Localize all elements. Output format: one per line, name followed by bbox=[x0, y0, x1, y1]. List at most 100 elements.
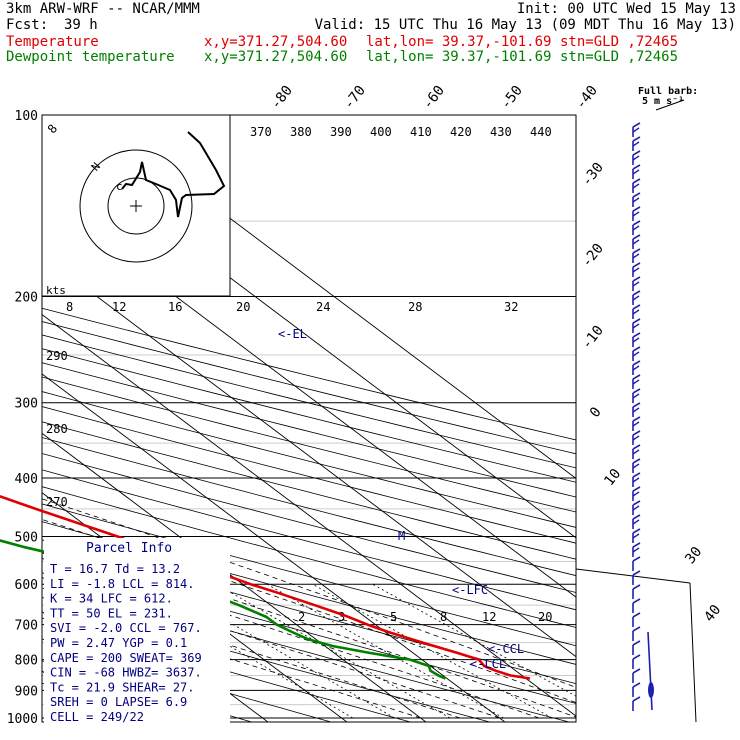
wind-legend-value: 5 m s⁻¹ bbox=[642, 96, 684, 107]
wind-barb-flag bbox=[632, 528, 641, 534]
dewpoint-profile bbox=[0, 539, 447, 680]
dry-adiabat bbox=[42, 321, 576, 455]
wind-barb-flag bbox=[632, 374, 641, 380]
dewpoint-latlon: lat,lon= 39.37,-101.69 bbox=[366, 49, 552, 65]
wind-barb-flag bbox=[632, 323, 640, 329]
wind-barb-flag bbox=[632, 136, 641, 142]
dewpoint-station: stn=GLD ,72465 bbox=[560, 49, 679, 65]
parcel-info-row: SREH = 0 LAPSE= 6.9 bbox=[50, 695, 187, 709]
hodograph-mark: c bbox=[116, 180, 123, 193]
wind-barb-flag bbox=[632, 682, 641, 688]
theta-label: 430 bbox=[490, 125, 512, 139]
isotherm-label: -10 bbox=[579, 323, 607, 353]
mixing-ratio-label: 5 bbox=[390, 610, 397, 624]
hodograph-ring bbox=[79, 149, 193, 263]
wind-barb-flag bbox=[632, 150, 641, 156]
wind-barb-flag bbox=[632, 309, 640, 315]
wind-frame-line bbox=[689, 582, 697, 723]
forecast-label: Fcst: bbox=[6, 17, 49, 33]
parcel-info-row: CAPE = 200 SWEAT= 369 bbox=[50, 651, 202, 665]
wind-barb-flag bbox=[632, 220, 641, 226]
wind-barb-flag bbox=[632, 318, 641, 324]
parcel-marker: M bbox=[398, 529, 405, 543]
mixing-ratio-label: 2 bbox=[298, 610, 305, 624]
wind-barb-flag bbox=[632, 337, 640, 343]
parcel-marker: <-EL bbox=[278, 327, 307, 341]
parcel-info-row: PW = 2.47 YGP = 0.1 bbox=[50, 636, 187, 650]
parcel-info-row: CIN = -68 HWBZ= 3637. bbox=[50, 666, 202, 680]
isotherm-label: 30 bbox=[682, 544, 705, 567]
parcel-marker: <-CCL bbox=[488, 642, 524, 656]
parcel-info-row: TT = 50 EL = 231. bbox=[50, 606, 173, 620]
parcel-info-box: Parcel Info T = 16.7 Td = 13.2LI = -1.8 L… bbox=[44, 538, 230, 728]
isotherm-label: -80 bbox=[268, 83, 296, 113]
theta-label: 400 bbox=[370, 125, 392, 139]
wind-barb-flag bbox=[632, 360, 641, 366]
wind-barb-flag bbox=[632, 612, 641, 618]
parcel-info-title: Parcel Info bbox=[86, 541, 172, 556]
wind-barb-flag bbox=[632, 304, 641, 310]
wind-barb-flag bbox=[632, 491, 640, 497]
wind-barb-flag bbox=[632, 598, 641, 604]
wind-barb-flag bbox=[632, 183, 640, 189]
dry-adiabat bbox=[42, 348, 576, 483]
wind-barb-flag bbox=[632, 430, 641, 436]
pressure-tick-label: 900 bbox=[15, 684, 38, 699]
hodograph-unit: kts bbox=[46, 284, 66, 297]
wind-barb-flag bbox=[632, 276, 641, 282]
mixing-ratio-line bbox=[216, 583, 451, 719]
wind-barb-flag bbox=[632, 267, 640, 273]
wind-barb-flag bbox=[632, 416, 641, 422]
plot-frame bbox=[41, 114, 577, 723]
theta-label: 410 bbox=[410, 125, 432, 139]
wind-barb-flag bbox=[632, 346, 641, 352]
dry-adiabat bbox=[42, 362, 576, 498]
mixing-ratio-line bbox=[266, 583, 504, 719]
wind-barb-flag bbox=[632, 155, 640, 161]
parcel-info-row: Tc = 21.9 SHEAR= 27. bbox=[50, 680, 195, 694]
hodograph-ring-label: 20 bbox=[236, 300, 250, 314]
temperature-profile bbox=[0, 495, 531, 680]
hodograph-inset bbox=[41, 114, 231, 297]
hodograph-ring-label: 24 bbox=[316, 300, 330, 314]
wind-barb-staff bbox=[647, 631, 653, 711]
parcel-info-row: LI = -1.8 LCL = 814. bbox=[50, 577, 195, 591]
moist-adiabat bbox=[42, 498, 576, 688]
theta-label: 380 bbox=[290, 125, 312, 139]
wind-barb-flag bbox=[632, 407, 640, 413]
pressure-tick-label: 200 bbox=[15, 291, 38, 306]
model-title: 3km ARW-WRF -- NCAR/MMM bbox=[6, 1, 200, 17]
wind-barb-flag bbox=[632, 365, 640, 371]
pressure-tick-label: 700 bbox=[15, 619, 38, 634]
wind-barb-flag bbox=[632, 393, 640, 399]
wind-barb-flag bbox=[632, 542, 641, 548]
moist-adiabat bbox=[42, 519, 576, 704]
parcel-info-row: T = 16.7 Td = 13.2 bbox=[50, 562, 180, 576]
isotherm bbox=[42, 313, 576, 717]
isotherm-label: -50 bbox=[498, 83, 526, 113]
temperature-xy: x,y=371.27,504.60 bbox=[204, 34, 348, 50]
wind-barb-flag bbox=[632, 239, 640, 245]
pressure-tick-label: 400 bbox=[15, 472, 38, 487]
pressure-tick-label: 1000 bbox=[7, 712, 38, 727]
dewpoint-legend: Dewpoint temperature bbox=[6, 49, 175, 65]
parcel-info-row: SVI = -2.0 CCL = 767. bbox=[50, 621, 202, 635]
dry-adiabat bbox=[42, 577, 571, 722]
wind-barb-flag bbox=[632, 164, 641, 170]
hodograph-ring-label: 12 bbox=[112, 300, 126, 314]
wind-barb-flag bbox=[632, 584, 641, 590]
pressure-tick-label: 500 bbox=[15, 530, 38, 545]
pressure-tick-label: 100 bbox=[15, 109, 38, 124]
isotherm-label: -30 bbox=[579, 160, 607, 190]
isotherm-label: -40 bbox=[573, 83, 601, 113]
isotherm bbox=[42, 254, 576, 658]
wind-barb-flag bbox=[632, 169, 640, 175]
wind-barb-flag bbox=[632, 626, 641, 632]
wind-barb-flag bbox=[632, 514, 641, 520]
wind-barb-flag bbox=[632, 141, 640, 147]
isotherm bbox=[42, 432, 427, 722]
valid-time: Valid: 15 UTC Thu 16 May 13 (09 MDT Thu … bbox=[314, 17, 736, 33]
hodograph-ring-label: 28 bbox=[408, 300, 422, 314]
